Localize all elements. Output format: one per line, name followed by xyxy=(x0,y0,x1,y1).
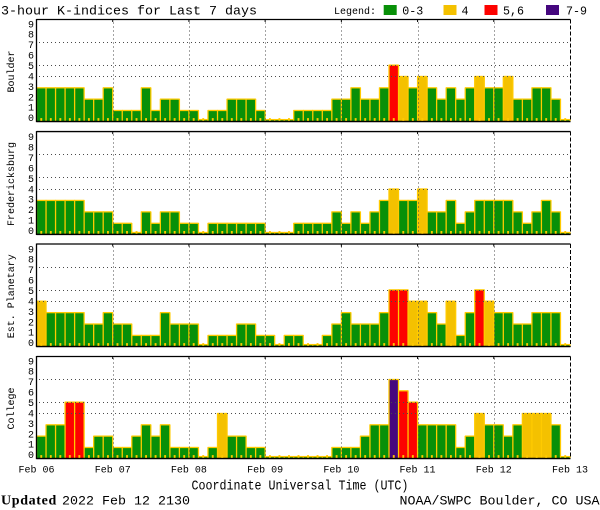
svg-text:Feb 11: Feb 11 xyxy=(400,464,436,476)
svg-text:Est. Planetary: Est. Planetary xyxy=(6,254,18,338)
svg-text:3: 3 xyxy=(28,83,34,94)
svg-text:1: 1 xyxy=(28,441,34,452)
svg-text:5: 5 xyxy=(28,175,34,186)
svg-text:8: 8 xyxy=(28,31,34,42)
svg-text:0-3: 0-3 xyxy=(402,4,423,18)
svg-text:College: College xyxy=(6,387,18,429)
svg-text:4: 4 xyxy=(28,185,34,196)
svg-text:9: 9 xyxy=(28,245,34,256)
svg-text:7: 7 xyxy=(28,378,34,389)
svg-text:NOAA/SWPC Boulder, CO USA: NOAA/SWPC Boulder, CO USA xyxy=(400,495,600,510)
svg-text:Feb 10: Feb 10 xyxy=(323,464,359,476)
svg-text:1: 1 xyxy=(28,217,34,228)
svg-text:Boulder: Boulder xyxy=(6,50,18,92)
svg-text:8: 8 xyxy=(28,144,34,155)
svg-text:5: 5 xyxy=(28,287,34,298)
svg-text:3-hour K-indices for Last 7 da: 3-hour K-indices for Last 7 days xyxy=(1,5,257,20)
svg-text:2: 2 xyxy=(28,318,34,329)
svg-text:4: 4 xyxy=(28,72,34,83)
svg-text:3: 3 xyxy=(28,196,34,207)
svg-text:9: 9 xyxy=(28,357,34,368)
svg-text:0: 0 xyxy=(28,339,34,350)
svg-text:Coordinate Universal Time (UTC: Coordinate Universal Time (UTC) xyxy=(192,479,409,494)
svg-text:4: 4 xyxy=(28,297,34,308)
svg-text:8: 8 xyxy=(28,368,34,379)
svg-text:3: 3 xyxy=(28,420,34,431)
svg-text:2: 2 xyxy=(28,430,34,441)
svg-text:Feb 13: Feb 13 xyxy=(552,464,588,476)
svg-text:5,6: 5,6 xyxy=(503,4,524,18)
svg-text:4: 4 xyxy=(462,4,469,18)
svg-text:3: 3 xyxy=(28,308,34,319)
svg-text:6: 6 xyxy=(28,52,34,63)
svg-text:6: 6 xyxy=(28,164,34,175)
svg-text:Feb 09: Feb 09 xyxy=(247,464,283,476)
svg-text:2: 2 xyxy=(28,93,34,104)
svg-text:7: 7 xyxy=(28,154,34,165)
svg-text:9: 9 xyxy=(28,133,34,144)
svg-text:0: 0 xyxy=(28,451,34,462)
svg-text:2: 2 xyxy=(28,206,34,217)
svg-text:8: 8 xyxy=(28,256,34,267)
svg-text:5: 5 xyxy=(28,399,34,410)
svg-text:Feb 06: Feb 06 xyxy=(18,464,54,476)
svg-text:1: 1 xyxy=(28,329,34,340)
svg-text:1: 1 xyxy=(28,104,34,115)
svg-text:7: 7 xyxy=(28,41,34,52)
svg-text:6: 6 xyxy=(28,277,34,288)
svg-text:7-9: 7-9 xyxy=(566,4,587,18)
svg-text:Updated: Updated xyxy=(1,494,57,509)
svg-text:2022 Feb 12 2130: 2022 Feb 12 2130 xyxy=(62,495,190,510)
svg-text:0: 0 xyxy=(28,114,34,125)
svg-text:Fredericksburg: Fredericksburg xyxy=(6,142,18,226)
svg-text:5: 5 xyxy=(28,62,34,73)
svg-text:Feb 08: Feb 08 xyxy=(171,464,207,476)
svg-text:9: 9 xyxy=(28,20,34,31)
svg-text:7: 7 xyxy=(28,266,34,277)
svg-text:0: 0 xyxy=(28,227,34,238)
svg-text:Feb 07: Feb 07 xyxy=(95,464,131,476)
svg-text:6: 6 xyxy=(28,389,34,400)
svg-text:4: 4 xyxy=(28,409,34,420)
svg-text:Legend:: Legend: xyxy=(334,6,376,18)
svg-text:Feb 12: Feb 12 xyxy=(476,464,512,476)
